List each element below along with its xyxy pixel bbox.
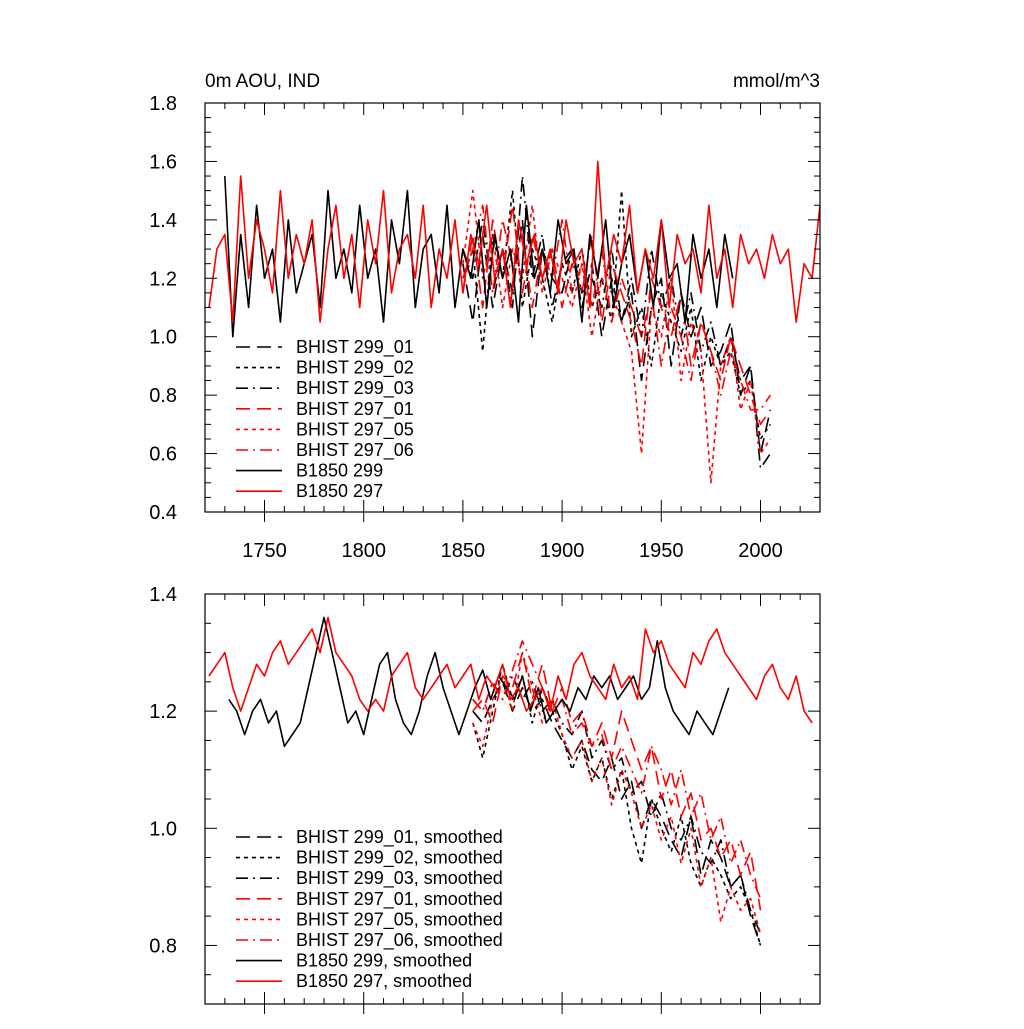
- legend-entry: B1850 297: [296, 481, 383, 501]
- series-line-4: [462, 204, 772, 426]
- legend-entry: BHIST 297_06: [296, 440, 414, 461]
- y-tick-label: 0.4: [149, 502, 177, 524]
- series-line-1: [472, 681, 762, 946]
- y-tick-label: 1.0: [149, 327, 177, 349]
- y-tick-label: 1.4: [149, 584, 177, 606]
- y-tick-label: 1.6: [149, 151, 177, 173]
- series-line-8: [208, 616, 813, 724]
- legend-entry: BHIST 297_05: [296, 419, 414, 440]
- y-tick-label: 1.2: [149, 268, 177, 290]
- y-tick-label: 0.8: [149, 935, 177, 957]
- legend-entry: BHIST 297_05, smoothed: [296, 909, 503, 930]
- series-line-2: [462, 189, 772, 440]
- series-line-7: [228, 616, 730, 748]
- legend-entry: B1850 297, smoothed: [296, 971, 472, 991]
- series-line-7: [224, 175, 734, 338]
- y-tick-label: 1.2: [149, 701, 177, 723]
- series-line-8: [208, 160, 820, 323]
- legend-entry: BHIST 299_03: [296, 378, 414, 399]
- legend-entry: BHIST 299_01, smoothed: [296, 827, 503, 848]
- legend-entry: BHIST 299_01: [296, 337, 414, 358]
- x-tick-label: 1850: [441, 540, 486, 562]
- series-line-4: [472, 651, 762, 911]
- y-tick-label: 0.6: [149, 444, 177, 466]
- y-tick-label: 1.4: [149, 210, 177, 232]
- x-tick-label: 1800: [341, 540, 386, 562]
- legend-entry: BHIST 297_06, smoothed: [296, 930, 503, 951]
- series-line-5: [472, 651, 762, 934]
- chart-units: mmol/m^3: [733, 71, 820, 92]
- legend-entry: BHIST 299_02: [296, 358, 414, 379]
- legend-entry: B1850 299, smoothed: [296, 951, 472, 971]
- legend-entry: BHIST 299_03, smoothed: [296, 868, 503, 889]
- legend-entry: BHIST 299_02, smoothed: [296, 848, 503, 869]
- series-line-3: [472, 675, 762, 935]
- chart-title: 0m AOU, IND: [205, 71, 320, 92]
- x-tick-label: 1900: [540, 540, 585, 562]
- series-line-6: [462, 204, 772, 411]
- y-tick-label: 1.0: [149, 818, 177, 840]
- chart-panel-1: 1750 1800 1850 1900 1950 2000 0.4 0.6 0.8 1.0 1.2 1…: [149, 71, 821, 562]
- x-tick-label: 1750: [242, 540, 287, 562]
- legend-entry: BHIST 297_01: [296, 399, 414, 420]
- legend-entry: BHIST 297_01, smoothed: [296, 889, 503, 910]
- legend-entry: B1850 299: [296, 461, 383, 481]
- y-tick-label: 0.8: [149, 385, 177, 407]
- series-line-6: [472, 640, 762, 899]
- y-tick-label: 1.8: [149, 93, 177, 115]
- x-tick-label: 1950: [639, 540, 684, 562]
- x-tick-label: 2000: [738, 540, 783, 562]
